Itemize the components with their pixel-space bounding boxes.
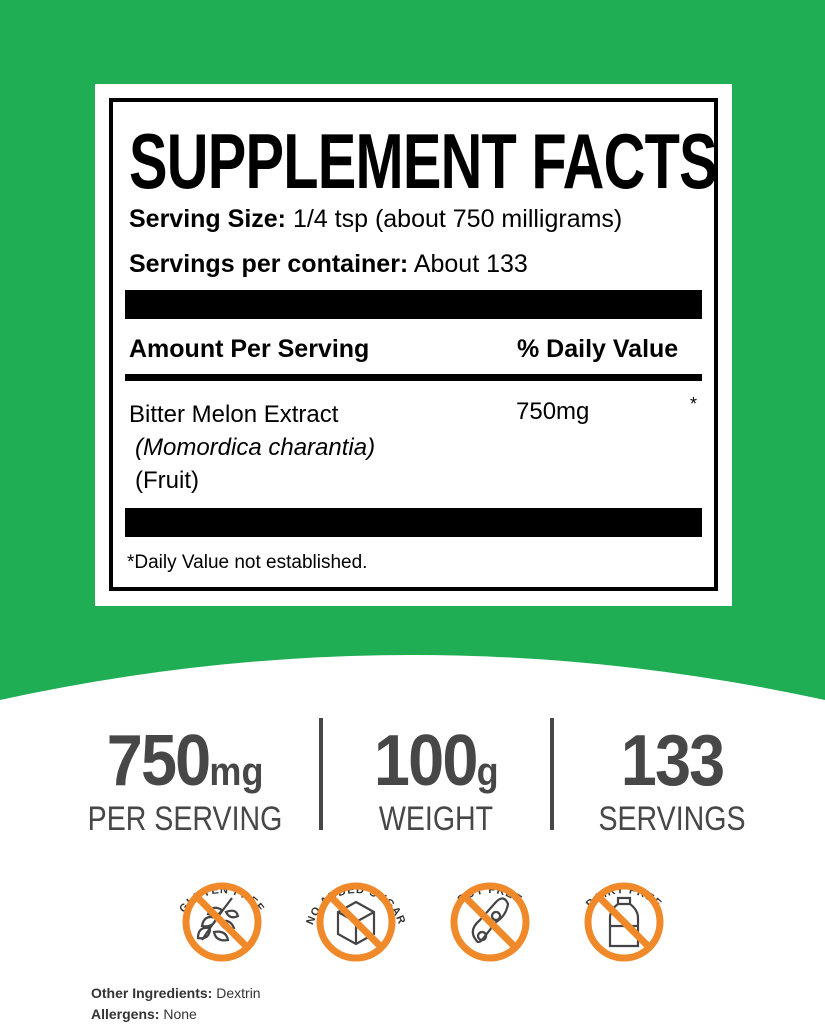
badge-no-added-sugar: NO ADDED SUGAR — [304, 882, 407, 962]
other-ingredients: Other Ingredients: Dextrin — [91, 985, 261, 1001]
allergens: Allergens: None — [91, 1006, 197, 1022]
stat-weight: 100g WEIGHT — [316, 720, 556, 839]
prohibition-slash — [596, 894, 652, 950]
prohibition-circle — [450, 882, 530, 962]
allergens-label: Allergens: — [91, 1006, 160, 1022]
divider-bar — [125, 374, 702, 381]
stat-value: 750mg — [106, 721, 264, 801]
ingredient-part: (Fruit) — [135, 467, 199, 494]
stat-value: 133 — [620, 721, 726, 801]
stat-label: PER SERVING — [87, 800, 283, 838]
prohibition-circle — [584, 882, 664, 962]
stat-divider — [319, 718, 323, 830]
ingredient-dv: * — [690, 394, 698, 414]
badges: GLUTEN FREE NO ADDED SUGAR SOY FREE DAIR… — [177, 882, 664, 962]
serving-size-label: Serving Size: — [129, 205, 286, 233]
soybean-icon — [471, 897, 510, 944]
stat-label: SERVINGS — [598, 800, 746, 838]
ingredient-latin: (Momordica charantia) — [135, 434, 376, 461]
ingredient: Bitter Melon Extract (Momordica charanti… — [129, 398, 375, 497]
prohibition-slash — [328, 894, 384, 950]
serving-size: Serving Size: 1/4 tsp (about 750 milligr… — [129, 205, 622, 234]
footnote: *Daily Value not established. — [127, 552, 368, 573]
divider-bar — [125, 290, 702, 319]
facts-title: SUPPLEMENT FACTS — [129, 117, 718, 205]
servings-value: About 133 — [413, 250, 528, 278]
stat-divider — [550, 718, 554, 830]
prohibition-circle — [182, 882, 262, 962]
allergens-value: None — [163, 1006, 197, 1022]
stat-label: WEIGHT — [378, 800, 494, 838]
badge-soy-free: SOY FREE — [450, 882, 530, 962]
supplement-facts-panel: SUPPLEMENT FACTS Serving Size: 1/4 tsp (… — [95, 84, 732, 606]
prohibition-slash — [462, 894, 518, 950]
facts-frame: SUPPLEMENT FACTS Serving Size: 1/4 tsp (… — [109, 98, 718, 591]
badge-dairy-free: DAIRY FREE — [584, 882, 664, 962]
stat-servings: 133 SERVINGS — [552, 720, 792, 839]
ingredient-amount: 750mg — [516, 398, 590, 425]
other-ingredients-value: Dextrin — [216, 985, 261, 1001]
badge-gluten-free: GLUTEN FREE — [177, 882, 266, 962]
divider-bar — [125, 508, 702, 537]
stat-value: 100g — [373, 721, 499, 801]
other-ingredients-label: Other Ingredients: — [91, 985, 213, 1001]
stat-per-serving: 750mg PER SERVING — [65, 720, 305, 839]
prohibition-circle — [316, 882, 396, 962]
servings-per-container: Servings per container: About 133 — [129, 250, 528, 279]
ingredient-name: Bitter Melon Extract — [129, 401, 339, 428]
white-curve — [0, 655, 825, 730]
prohibition-slash — [194, 894, 250, 950]
amount-header: Amount Per Serving — [129, 335, 370, 363]
serving-size-value: 1/4 tsp (about 750 milligrams) — [292, 205, 623, 233]
dv-header: % Daily Value — [517, 335, 679, 363]
servings-label: Servings per container: — [129, 250, 409, 278]
